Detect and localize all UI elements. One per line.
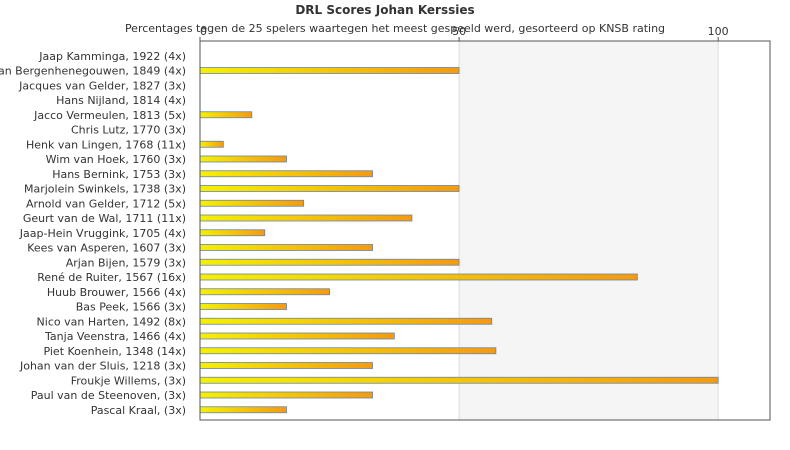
category-labels: Jaap Kamminga, 1922 (4x) Frans van Bergen…: [0, 50, 186, 417]
category-label: Hans Nijland, 1814 (4x): [56, 94, 186, 107]
category-label: Jacques van Gelder, 1827 (3x): [18, 79, 186, 92]
bar: [199, 244, 373, 251]
bar: [199, 362, 373, 369]
bar: [199, 303, 287, 310]
x-tick-label: 0: [200, 25, 207, 38]
category-label: Tanja Veenstra, 1466 (4x): [44, 330, 186, 343]
category-label: Nico van Harten, 1492 (8x): [37, 315, 186, 328]
bars: [199, 67, 719, 414]
category-label: Paul van de Steenoven, (3x): [31, 389, 186, 402]
category-label: Geurt van de Wal, 1711 (11x): [23, 212, 186, 225]
category-label: Johan van der Sluis, 1218 (3x): [19, 360, 186, 373]
bar: [199, 185, 460, 192]
grid-bands: [200, 41, 770, 420]
category-label: Wim van Hoek, 1760 (3x): [46, 153, 186, 166]
bar: [199, 258, 460, 266]
category-label: Kees van Asperen, 1607 (3x): [27, 242, 186, 255]
category-label: Jaap-Hein Vruggink, 1705 (4x): [19, 227, 186, 240]
bar: [199, 391, 373, 399]
category-label: Arjan Bijen, 1579 (3x): [66, 256, 186, 269]
category-label: Pascal Kraal, (3x): [91, 404, 186, 417]
bar: [199, 214, 413, 222]
category-label: Jacco Vermeulen, 1813 (5x): [33, 109, 186, 122]
bar: [199, 317, 493, 325]
grid-band: [459, 41, 719, 420]
x-tick-label: 50: [452, 25, 466, 38]
chart-title: DRL Scores Johan Kerssies: [295, 3, 475, 17]
category-label: Chris Lutz, 1770 (3x): [71, 124, 186, 137]
category-label: Froukje Willems, (3x): [71, 374, 186, 387]
bar: [199, 199, 305, 207]
bar: [199, 170, 373, 178]
bar: [199, 67, 460, 74]
x-tick-label: 100: [708, 25, 729, 38]
bar: [199, 376, 719, 384]
bar: [199, 347, 497, 355]
chart-subtitle: Percentages tegen de 25 spelers waartege…: [124, 22, 666, 35]
bar: [199, 111, 253, 119]
category-label: Frans van Bergenhenegouwen, 1849 (4x): [0, 65, 186, 78]
bar: [199, 140, 224, 148]
bar: [199, 155, 287, 163]
category-label: Jaap Kamminga, 1922 (4x): [38, 50, 186, 63]
category-label: Hans Bernink, 1753 (3x): [52, 168, 186, 181]
bar: [199, 332, 395, 340]
category-label: Piet Koenhein, 1348 (14x): [43, 345, 186, 358]
bar: [199, 229, 266, 237]
category-label: Arnold van Gelder, 1712 (5x): [26, 197, 186, 210]
x-axis-ticks: 0 50 100: [199, 25, 729, 420]
category-label: Bas Peek, 1566 (3x): [76, 301, 186, 314]
bar: [199, 273, 638, 281]
grid-band: [718, 41, 770, 420]
category-label: Huub Brouwer, 1566 (4x): [47, 286, 186, 299]
plot-frame: [199, 40, 771, 421]
category-label: René de Ruiter, 1567 (16x): [37, 271, 186, 284]
category-label: Henk van Lingen, 1768 (11x): [26, 138, 186, 151]
bar: [199, 288, 330, 296]
bar: [199, 406, 287, 414]
category-label: Marjolein Swinkels, 1738 (3x): [24, 183, 186, 196]
